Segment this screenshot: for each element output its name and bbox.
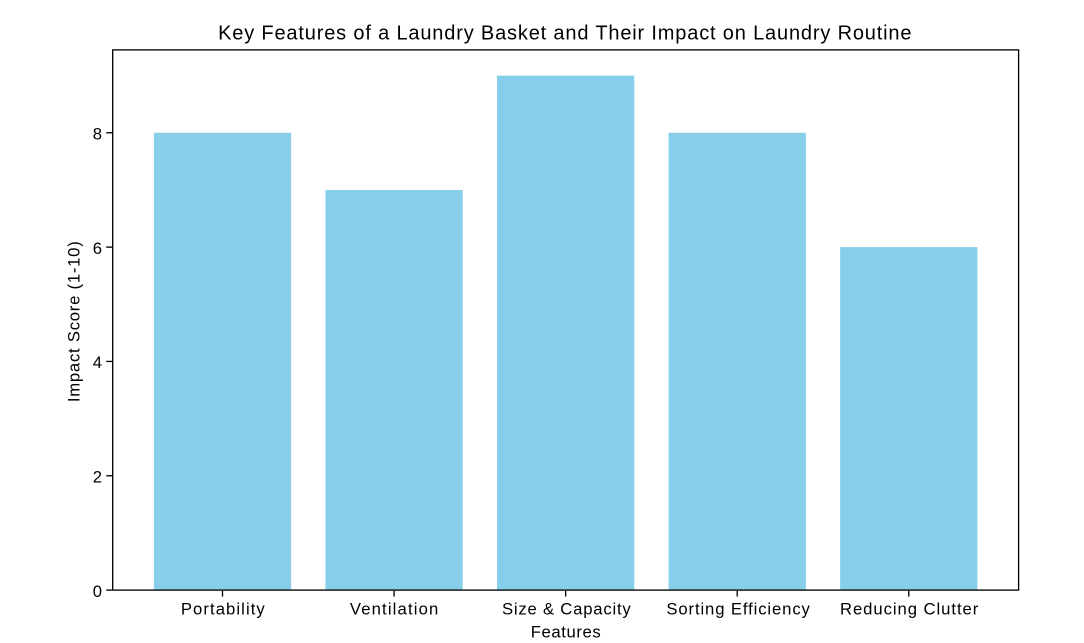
svg-text:Sorting Efficiency: Sorting Efficiency [666,600,810,619]
svg-text:2: 2 [93,468,102,487]
svg-text:Features: Features [531,622,602,641]
svg-text:Size & Capacity: Size & Capacity [502,600,632,619]
svg-text:6: 6 [93,239,102,258]
svg-text:Key Features of a Laundry Bask: Key Features of a Laundry Basket and The… [218,23,912,45]
svg-text:Impact Score (1-10): Impact Score (1-10) [65,240,84,402]
svg-text:Portability: Portability [181,600,266,619]
svg-text:4: 4 [93,353,102,372]
svg-text:8: 8 [93,125,102,144]
svg-text:0: 0 [93,582,102,601]
svg-text:Reducing Clutter: Reducing Clutter [840,600,979,619]
svg-text:Ventilation: Ventilation [350,600,440,619]
